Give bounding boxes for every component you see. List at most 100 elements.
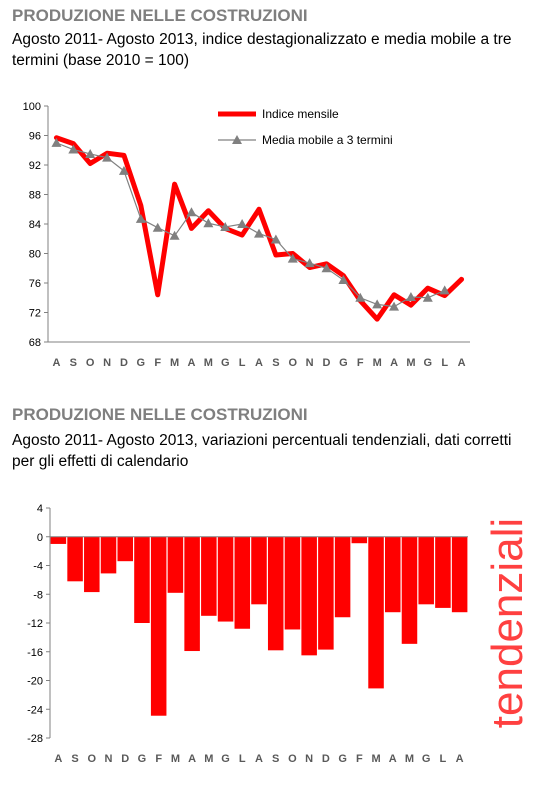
bar	[318, 536, 334, 650]
bar	[217, 536, 234, 622]
y-tick-label: 100	[23, 101, 41, 113]
bar	[50, 536, 67, 544]
x-tick-label: M	[171, 753, 180, 765]
x-tick-label: G	[221, 357, 230, 369]
bar	[184, 536, 200, 652]
x-tick-label: O	[86, 357, 95, 369]
media-mobile-point	[186, 207, 197, 217]
bar	[301, 536, 317, 656]
x-tick-label: M	[204, 753, 213, 765]
media-mobile-point	[118, 165, 129, 175]
x-tick-label: A	[188, 753, 196, 765]
x-tick-label: D	[121, 753, 129, 765]
x-tick-label: F	[155, 753, 162, 765]
x-tick-label: M	[204, 357, 213, 369]
bar	[385, 536, 401, 613]
x-tick-label: G	[138, 753, 147, 765]
y-tick-label: -16	[27, 647, 43, 659]
legend-marker-media	[232, 135, 242, 144]
chart1-subtitle: Agosto 2011- Agosto 2013, indice destagi…	[12, 31, 512, 69]
media-mobile-point	[51, 137, 62, 147]
media-mobile-point	[220, 221, 231, 231]
x-tick-label: N	[305, 753, 313, 765]
x-tick-label: O	[288, 357, 297, 369]
media-mobile-point	[287, 253, 298, 263]
media-mobile-point	[372, 299, 383, 309]
media-mobile-point	[135, 213, 146, 223]
x-tick-label: G	[422, 753, 431, 765]
media-mobile-point	[85, 148, 96, 158]
bar	[117, 536, 133, 562]
bar	[284, 536, 301, 630]
x-tick-label: A	[458, 357, 466, 369]
bar	[267, 536, 284, 651]
y-tick-label: 72	[29, 308, 41, 320]
media-mobile-point	[355, 292, 366, 302]
x-tick-label: M	[405, 753, 414, 765]
x-tick-label: G	[339, 357, 348, 369]
bar	[251, 536, 267, 605]
x-tick-label: G	[338, 753, 347, 765]
side-label-tendenziali: tendenziali	[483, 518, 532, 728]
legend-label-indice: Indice mensile	[262, 107, 339, 121]
media-mobile-point	[321, 263, 332, 273]
x-tick-label: F	[357, 357, 364, 369]
y-tick-label: 96	[29, 131, 41, 143]
bar	[167, 536, 184, 593]
x-tick-label: L	[239, 357, 246, 369]
x-tick-label: L	[239, 753, 246, 765]
bar	[368, 536, 384, 689]
x-tick-label: A	[52, 357, 60, 369]
x-tick-label: F	[356, 753, 363, 765]
x-tick-label: F	[154, 357, 161, 369]
x-tick-label: O	[88, 753, 97, 765]
media-mobile-point	[237, 219, 248, 228]
y-tick-label: -12	[27, 618, 43, 630]
bar	[401, 536, 418, 644]
x-tick-label: M	[371, 753, 380, 765]
y-tick-label: 0	[37, 532, 43, 544]
x-tick-label: A	[255, 753, 263, 765]
media-mobile-point	[102, 152, 113, 162]
x-tick-label: D	[120, 357, 128, 369]
chart2-title: PRODUZIONE NELLE COSTRUZIONI	[12, 405, 308, 424]
x-tick-label: D	[322, 753, 330, 765]
chart1-title: PRODUZIONE NELLE COSTRUZIONI	[12, 6, 308, 25]
x-tick-label: G	[221, 753, 230, 765]
x-tick-label: S	[71, 753, 78, 765]
media-mobile-point	[169, 230, 180, 240]
y-tick-label: 92	[29, 160, 41, 172]
y-tick-label: -20	[27, 676, 43, 688]
media-mobile-point	[389, 301, 400, 311]
x-tick-label: A	[390, 357, 398, 369]
bar	[84, 536, 100, 593]
bar	[451, 536, 468, 613]
bar-chart: 40-4-8-12-16-20-24-28A S O N D G F M A M G L A S O N D G F…	[27, 503, 532, 765]
media-mobile-point	[270, 234, 281, 244]
media-mobile-point	[254, 228, 264, 238]
x-tick-label: D	[323, 357, 331, 369]
media-mobile-point	[304, 258, 315, 268]
x-tick-label: M	[373, 357, 382, 369]
y-tick-label: 68	[29, 337, 41, 349]
y-tick-label: -4	[33, 561, 43, 573]
y-tick-label: -8	[33, 589, 43, 601]
chart2-subtitle: Agosto 2011- Agosto 2013, variazioni per…	[12, 432, 512, 470]
series-indice-mensile-line	[53, 135, 465, 322]
x-tick-label: A	[255, 357, 263, 369]
media-mobile-point	[203, 218, 214, 228]
bar	[150, 536, 167, 716]
x-tick-label: A	[188, 357, 196, 369]
y-tick-label: 84	[29, 219, 41, 231]
bar	[134, 536, 150, 623]
bar	[418, 536, 434, 605]
y-tick-label: 80	[29, 249, 41, 261]
media-mobile-point	[338, 275, 349, 285]
x-tick-label: A	[54, 753, 62, 765]
x-tick-label: O	[288, 753, 297, 765]
x-tick-label: M	[170, 357, 179, 369]
bar	[100, 536, 117, 574]
x-tick-label: G	[137, 357, 146, 369]
x-tick-label: A	[389, 753, 397, 765]
